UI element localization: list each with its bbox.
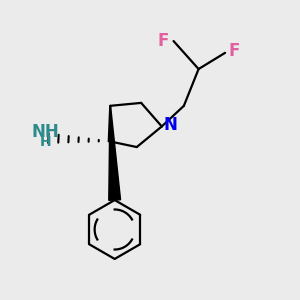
Text: H: H — [40, 135, 51, 149]
Text: F: F — [229, 42, 240, 60]
Polygon shape — [109, 106, 121, 200]
Text: F: F — [158, 32, 169, 50]
Text: N: N — [164, 116, 178, 134]
Text: NH: NH — [32, 123, 59, 141]
